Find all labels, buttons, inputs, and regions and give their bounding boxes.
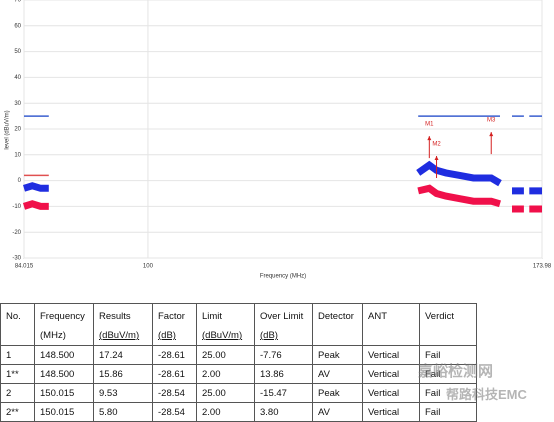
table-cell: ANT [362,303,420,346]
x-tick-label: 100 [143,264,154,270]
x-tick-label: 173.98 [533,264,552,270]
table-cell: -28.61 [152,345,197,365]
y-tick-label: 20 [14,127,21,133]
marker-label: M1 [425,122,434,128]
watermark: 帮路科技EMC [446,387,527,402]
table-cell: 150.015 [34,383,94,403]
table-cell: AV [312,402,363,422]
table-cell: 1 [0,345,35,365]
table-cell: -7.76 [254,345,313,365]
table-cell: -28.61 [152,364,197,384]
table-cell: 3.80 [254,402,313,422]
header-text: No. [6,311,21,322]
y-tick-label: 60 [14,23,21,29]
table-cell: 13.86 [254,364,313,384]
marker-head [427,136,432,141]
table-cell: Vertical [362,364,420,384]
table-cell: 25.00 [196,383,255,403]
table-cell: Factor (dB) [152,303,197,346]
table-cell: -28.54 [152,402,197,422]
table-cell: -28.54 [152,383,197,403]
y-tick-label: 10 [14,152,21,158]
y-tick-label: -10 [12,204,21,210]
table-cell: Limit (dBuV/m) [196,303,255,346]
x-axis-label: Frequency (MHz) [260,274,306,280]
y-tick-label: 50 [14,49,21,55]
y-tick-label: 70 [14,0,21,4]
table-cell: 15.86 [93,364,153,384]
table-cell: AV [312,364,363,384]
table-cell: Frequency (MHz) [34,303,94,346]
header-text: Limit [202,311,223,322]
x-tick-label: 84.015 [15,264,34,270]
header-text: Frequency [40,311,85,322]
table-cell: 1** [0,364,35,384]
table-cell: 5.80 [93,402,153,422]
table-cell: Peak [312,383,363,403]
trace [22,184,542,213]
table-cell: 17.24 [93,345,153,365]
table-cell: Detector [312,303,363,346]
header-text: Factor [158,311,185,322]
header-text: ANT [368,311,387,322]
table-cell: 2.00 [196,402,255,422]
table-cell: Vertical [362,383,420,403]
y-tick-label: 30 [14,101,21,107]
table-cell: 2** [0,402,35,422]
table-cell: Vertical [362,345,420,365]
header-text: (dB) [158,330,176,341]
header-text: (dBuV/m) [99,330,140,341]
table-cell: 2.00 [196,364,255,384]
watermark: 嘉峪检测网 [418,363,494,380]
table-cell: Results (dBuV/m) [93,303,153,346]
table-cell: 25.00 [196,345,255,365]
header-text: Verdict [425,311,455,322]
marker-label: M2 [432,142,441,148]
y-tick-label: 40 [14,75,21,81]
chart: Frequency (MHz) level (dBuV/m) -30 -20 -10… [5,0,552,280]
marker-head [489,132,494,137]
header-text: (dB) [260,330,278,341]
table-cell: Peak [312,345,363,365]
table-cell: No. [0,303,35,346]
header-text: (MHz) [40,330,66,341]
y-tick-label: 0 [18,178,22,184]
marker-head [434,156,439,161]
table-cell: Verdict [419,303,477,346]
marker-label: M3 [487,118,496,124]
y-tick-label: -20 [12,230,21,236]
table-cell: 2 [0,383,35,403]
y-tick-label: -30 [12,256,21,262]
table-cell: 9.53 [93,383,153,403]
table-cell: Over Limit (dB) [254,303,313,346]
header-text: (dBuV/m) [202,330,243,341]
header-text: Detector [318,311,354,322]
trace [22,160,542,195]
table-cell: Vertical [362,402,420,422]
y-axis-label: level (dBuV/m) [5,110,11,149]
header-text: Results [99,311,131,322]
header-text: Over Limit [260,311,304,322]
table-cell: -15.47 [254,383,313,403]
table-cell: Fail [419,402,477,422]
table-cell: 150.015 [34,402,94,422]
table-cell: 148.500 [34,364,94,384]
results-table: No. Frequency (MHz) Results (dBuV/m) Factor (d… [0,303,477,422]
table-cell: 148.500 [34,345,94,365]
